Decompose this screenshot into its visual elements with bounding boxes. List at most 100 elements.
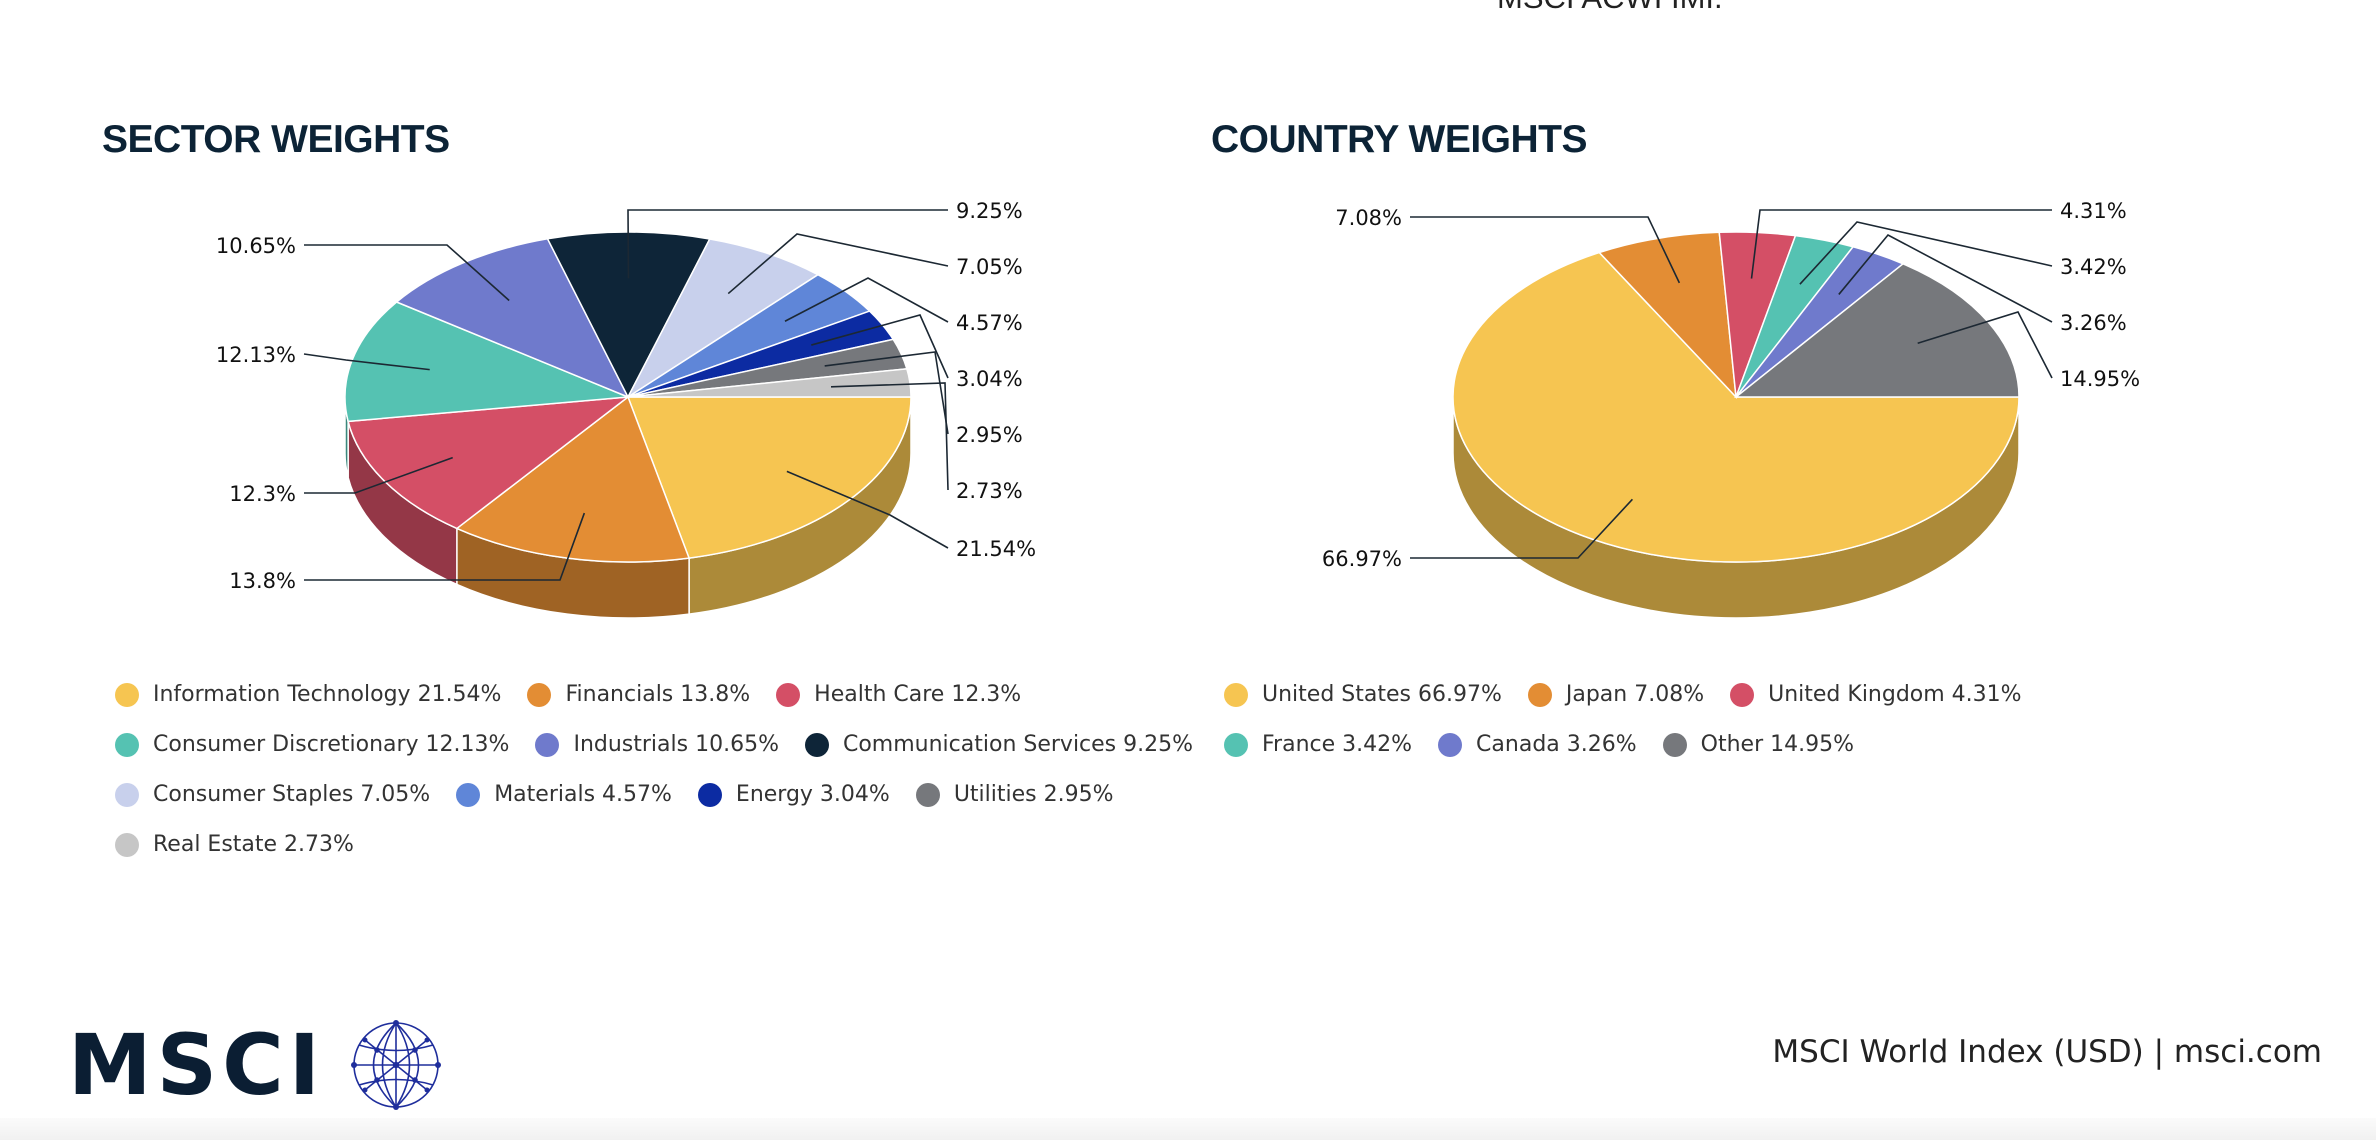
leader-line-2	[304, 456, 453, 494]
legend-label: Utilities 2.95%	[953, 782, 1114, 807]
legend-item[interactable]: Real Estate 2.73%	[115, 825, 354, 864]
leader-line-8	[811, 314, 949, 379]
legend-label: Communication Services 9.25%	[842, 732, 1194, 757]
leader-line-2	[1750, 209, 2052, 279]
leader-line-6	[727, 233, 949, 295]
sector-legend: Information Technology 21.54% Financials …	[115, 675, 1195, 864]
pie-data-labels: 21.54% 13.8% 12.3% 12.13% 10.65% 9.25% 7.05% 4.…	[216, 199, 1036, 593]
legend-label: United Kingdom 4.31%	[1768, 682, 2022, 707]
legend-label: Health Care 12.3%	[814, 682, 1022, 707]
legend-swatch	[115, 682, 139, 707]
legend-label: Energy 3.04%	[735, 782, 890, 807]
pie-side-walls	[344, 396, 912, 619]
pie-top	[344, 231, 912, 563]
slice-10[interactable]	[627, 368, 912, 398]
leader-line-4	[1838, 233, 2053, 323]
legend-swatch	[535, 732, 560, 757]
legend-label: Canada 3.26%	[1476, 732, 1637, 757]
slice-6[interactable]	[626, 238, 820, 400]
legend-swatch	[1224, 732, 1248, 757]
data-label-1: 7.08%	[1335, 206, 1402, 230]
data-label-10: 2.73%	[956, 479, 1023, 503]
slice-5[interactable]	[1733, 262, 2020, 398]
legend-swatch	[915, 782, 940, 807]
legend-item[interactable]: Industrials 10.65%	[535, 725, 779, 764]
legend-item[interactable]: Energy 3.04%	[697, 775, 890, 814]
legend-label: France 3.42%	[1262, 732, 1413, 757]
data-label-6: 7.05%	[956, 255, 1023, 279]
data-label-3: 3.42%	[2060, 255, 2127, 279]
legend-swatch	[1730, 682, 1755, 707]
data-label-1: 13.8%	[229, 569, 296, 593]
legend-swatch	[115, 782, 139, 807]
legend-item[interactable]: United Kingdom 4.31%	[1730, 675, 2022, 714]
leader-line-3	[1799, 221, 2053, 285]
data-label-5: 14.95%	[2060, 367, 2140, 391]
legend-item[interactable]: Utilities 2.95%	[915, 775, 1114, 814]
legend-swatch	[776, 682, 801, 707]
leader-line-3	[303, 353, 430, 371]
legend-label: Consumer Staples 7.05%	[153, 782, 431, 807]
leader-line-4	[304, 244, 510, 302]
footer-index-label: MSCI World Index (USD) | msci.com	[1772, 1034, 2322, 1070]
leader-line-10	[830, 382, 949, 491]
legend-label: Other 14.95%	[1700, 732, 1855, 757]
legend-swatch	[115, 732, 139, 757]
data-label-4: 3.26%	[2060, 311, 2127, 335]
legend-swatch	[697, 782, 722, 807]
data-label-2: 4.31%	[2060, 199, 2127, 223]
globe-network-icon	[351, 1020, 441, 1110]
data-label-0: 21.54%	[956, 537, 1036, 561]
legend-label: United States 66.97%	[1262, 682, 1502, 707]
slice-4[interactable]	[395, 237, 630, 399]
legend-item[interactable]: Consumer Staples 7.05%	[115, 775, 430, 814]
legend-item[interactable]: Materials 4.57%	[456, 775, 672, 814]
data-label-9: 2.95%	[956, 423, 1023, 447]
legend-item[interactable]: Communication Services 9.25%	[804, 725, 1194, 764]
slice-2[interactable]	[347, 396, 631, 530]
legend-label: Real Estate 2.73%	[153, 832, 354, 857]
leader-line-1	[1410, 216, 1681, 284]
leader-line-0	[1410, 498, 1633, 559]
bottom-edge	[0, 1118, 2376, 1140]
legend-item[interactable]: Information Technology 21.54%	[115, 675, 501, 714]
country-weights-title: COUNTRY WEIGHTS	[1211, 118, 1588, 161]
sector-pie-chart: 21.54% 13.8% 12.3% 12.13% 10.65% 9.25% 7.05% 4.…	[216, 199, 1036, 619]
legend-swatch	[1527, 682, 1552, 707]
slice-1[interactable]	[1597, 231, 1737, 400]
slice-0[interactable]	[1452, 251, 2020, 563]
country-pie-chart: 66.97% 7.08% 4.31% 3.42% 3.26% 14.95%	[1322, 199, 2140, 619]
legend-item[interactable]: Other 14.95%	[1662, 725, 1855, 764]
legend-item[interactable]: France 3.42%	[1224, 725, 1412, 764]
data-label-7: 4.57%	[956, 311, 1023, 335]
legend-item[interactable]: Canada 3.26%	[1438, 725, 1637, 764]
legend-swatch	[115, 832, 139, 857]
data-label-2: 12.3%	[229, 482, 296, 506]
leader-line-9	[824, 351, 949, 435]
sector-weights-title: SECTOR WEIGHTS	[102, 118, 450, 161]
leader-line-7	[784, 277, 949, 323]
legend-item[interactable]: Consumer Discretionary 12.13%	[115, 725, 509, 764]
data-label-8: 3.04%	[956, 367, 1023, 391]
legend-item[interactable]: United States 66.97%	[1224, 675, 1502, 714]
legend-label: Japan 7.08%	[1565, 682, 1705, 707]
legend-label: Consumer Discretionary 12.13%	[153, 732, 510, 757]
leader-line-0	[786, 470, 949, 549]
logo-wordmark: MSCI	[68, 1016, 325, 1114]
slice-0[interactable]	[626, 396, 912, 559]
legend-item[interactable]: Financials 13.8%	[527, 675, 750, 714]
legend-item[interactable]: Japan 7.08%	[1527, 675, 1705, 714]
leader-line-5	[1917, 311, 2053, 379]
slice-3[interactable]	[344, 301, 629, 423]
legend-swatch	[456, 782, 481, 807]
legend-label: Information Technology 21.54%	[153, 682, 502, 707]
legend-swatch	[527, 682, 552, 707]
legend-label: Industrials 10.65%	[573, 732, 779, 757]
legend-item[interactable]: Health Care 12.3%	[776, 675, 1021, 714]
data-label-3: 12.13%	[216, 343, 296, 367]
legend-swatch	[1438, 732, 1463, 757]
legend-swatch	[1662, 732, 1687, 757]
msci-logo[interactable]: MSCI	[68, 1015, 441, 1115]
legend-label: Financials 13.8%	[565, 682, 751, 707]
legend-label: Materials 4.57%	[494, 782, 672, 807]
